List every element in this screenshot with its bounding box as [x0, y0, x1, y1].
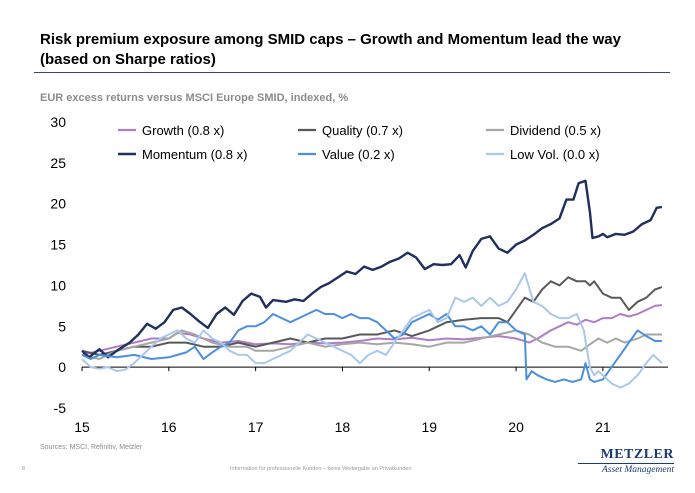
series-layer	[81, 179, 663, 389]
disclaimer-note: Information für professionelle Kunden – …	[230, 466, 412, 472]
y-tick-label: 5	[58, 318, 66, 334]
x-tick-label: 20	[508, 419, 524, 435]
y-tick-label: 25	[50, 155, 66, 171]
chart-title-line-2: (based on Sharpe ratios)	[40, 51, 216, 68]
legend-label-growth: Growth (0.8 x)	[142, 123, 224, 138]
x-tick-label: 16	[161, 419, 177, 435]
x-tick-label: 17	[248, 419, 264, 435]
x-tick-label: 19	[421, 419, 437, 435]
y-tick-label: 0	[58, 359, 66, 375]
line-chart: -5 0 5 10 15 20 25 30 15 16 17 18 19 20 21 Growth (0.…	[50, 114, 668, 435]
page-number: 8	[22, 466, 26, 472]
logo-subtitle: Asset Management	[601, 465, 674, 475]
chart-title: Risk premium exposure among SMID caps – …	[40, 30, 670, 70]
series-line-dividend	[81, 329, 662, 360]
y-tick-label: -5	[54, 400, 67, 416]
series-line-value	[81, 308, 662, 383]
y-tick-label: 20	[50, 196, 66, 212]
y-tick-label: 15	[50, 237, 66, 253]
x-tick-label: 18	[335, 419, 351, 435]
chart-title-line-1: Risk premium exposure among SMID caps – …	[40, 31, 621, 48]
y-axis: -5 0 5 10 15 20 25 30	[50, 114, 66, 416]
chart-subtitle: EUR excess returns versus MSCI Europe SM…	[40, 92, 349, 104]
series-line-lowvol	[81, 272, 663, 389]
logo-name: METZLER	[578, 448, 674, 464]
y-tick-label: 30	[50, 114, 66, 130]
y-tick-label: 10	[50, 277, 66, 293]
series-line-quality	[81, 276, 663, 356]
title-divider	[34, 72, 670, 73]
metzler-logo: METZLER Asset Management	[578, 448, 674, 476]
x-axis: 15 16 17 18 19 20 21	[74, 366, 668, 435]
x-tick-label: 21	[595, 419, 611, 435]
legend-label-lowvol: Low Vol. (0.0 x)	[510, 147, 600, 162]
legend-label-quality: Quality (0.7 x)	[322, 123, 403, 138]
series-line-growth	[81, 304, 663, 356]
legend-label-momentum: Momentum (0.8 x)	[142, 147, 247, 162]
legend: Growth (0.8 x) Quality (0.7 x) Dividend (0…	[118, 123, 601, 162]
source-note: Sources: MSCI, Refinitiv, Metzler	[40, 444, 143, 451]
legend-label-value: Value (0.2 x)	[322, 147, 395, 162]
legend-label-dividend: Dividend (0.5 x)	[510, 123, 601, 138]
series-line-momentum	[81, 179, 663, 359]
x-tick-label: 15	[74, 419, 90, 435]
